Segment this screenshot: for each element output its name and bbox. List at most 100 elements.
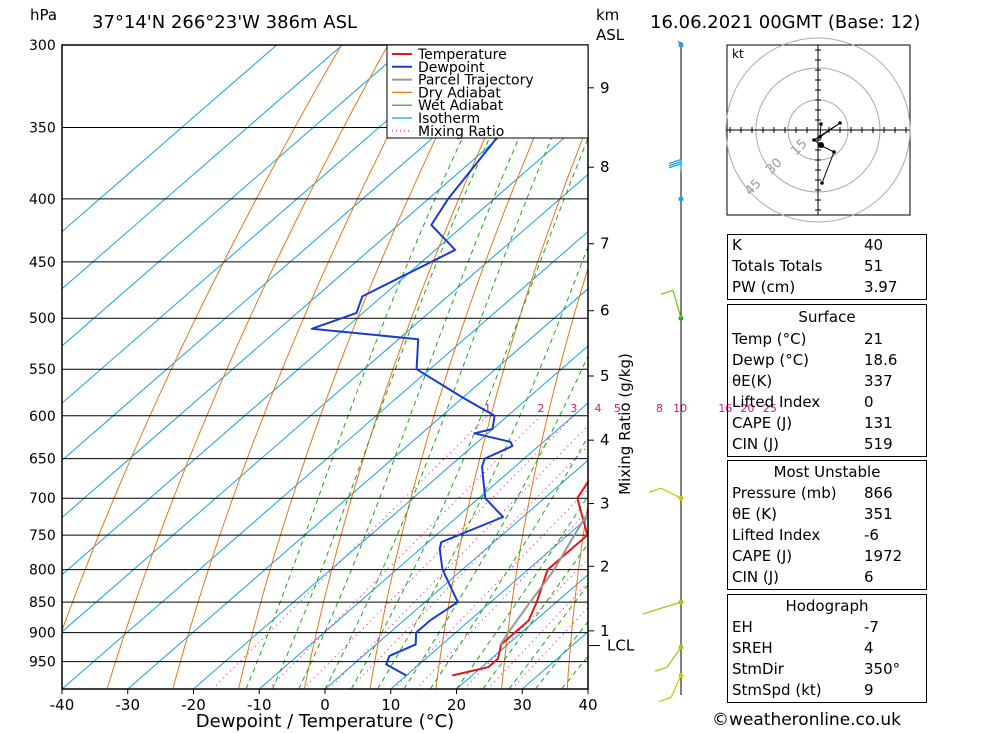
pressure-tick-label: 450 [29, 255, 56, 271]
wind-barb-feather [668, 158, 682, 165]
indices-box: K 40 Totals Totals 51 PW (cm) 3.97 [727, 234, 927, 300]
parcel-trajectory-series-line [499, 510, 588, 647]
table-row: Dewp (°C) 18.6 [728, 350, 926, 371]
row-value: 519 [864, 435, 893, 453]
row-label: StmSpd (kt) [732, 681, 822, 699]
copyright-link[interactable]: ©weatheronline.co.uk [712, 710, 902, 730]
table-row: Lifted Index -6 [728, 525, 926, 546]
most-unstable-title: Most Unstable [773, 463, 881, 481]
row-label: StmDir [732, 660, 784, 678]
row-value: 0 [864, 393, 874, 411]
row-label: CAPE (J) [732, 547, 793, 565]
wet-adiabat-line [245, 45, 508, 689]
surface-title: Surface [798, 308, 856, 326]
row-value: 350° [864, 660, 901, 678]
table-row: Totals Totals 51 [728, 256, 926, 277]
x-tick-label: -20 [181, 696, 206, 714]
isotherm-line [62, 116, 588, 576]
table-row: CAPE (J) 1972 [728, 546, 926, 567]
dry-adiabat-line [106, 45, 389, 689]
row-label: Temp (°C) [732, 330, 807, 348]
table-row: CIN (J) 6 [728, 567, 926, 588]
hodograph-point [820, 181, 824, 185]
row-label: SREH [732, 639, 773, 657]
pressure-tick-label: 500 [29, 311, 56, 327]
wind-level-dot [678, 196, 684, 202]
lcl-label: LCL [607, 637, 635, 655]
mixing-ratio-line [511, 606, 588, 689]
row-label: θE(K) [732, 372, 773, 390]
table-row: Lifted Index 0 [728, 392, 926, 413]
table-row: θE (K) 351 [728, 504, 926, 525]
row-label: Totals Totals [732, 257, 823, 275]
axis-ticks: 3003504004505005506006507007508008509009… [29, 38, 635, 714]
wind-barb [654, 601, 682, 611]
row-label: Pressure (mb) [732, 484, 837, 502]
isotherm-line [127, 288, 588, 689]
km-tick-label: 9 [600, 79, 610, 97]
pressure-tick-label: 400 [29, 192, 56, 208]
table-row: EH -7 [728, 617, 926, 638]
hodograph-point [819, 122, 823, 126]
table-row: Pressure (mb) 866 [728, 483, 926, 504]
mixing-ratio-label: 16 [718, 402, 732, 415]
pressure-tick-label: 350 [29, 120, 56, 136]
km-tick-label: 6 [600, 302, 610, 320]
pressure-tick-label: 950 [29, 655, 56, 671]
row-value: -7 [864, 618, 879, 636]
pressure-tick-label: 750 [29, 528, 56, 544]
legend-label: Dewpoint [418, 60, 485, 76]
row-value: 18.6 [864, 351, 898, 369]
table-row: CAPE (J) 131 [728, 413, 926, 434]
pressure-tick-label: 850 [29, 595, 56, 611]
wet-adiabat-line [403, 354, 588, 689]
run-title: 16.06.2021 00GMT (Base: 12) [650, 12, 920, 33]
km-tick-label: 8 [600, 158, 610, 176]
wind-barb-feather [658, 696, 672, 703]
mixing-ratio-line [487, 582, 588, 689]
surface-box: Surface Temp (°C) 21 Dewp (°C) 18.6 θE(K) 337… [727, 304, 927, 457]
mixing-ratio-line [328, 425, 588, 689]
legend-label: Isotherm [418, 111, 480, 127]
dry-adiabat-line [369, 45, 575, 689]
km-tick-label: 1 [600, 622, 610, 640]
row-value: 131 [864, 414, 893, 432]
pressure-tick-label: 650 [29, 452, 56, 468]
hodograph-point [812, 138, 816, 142]
row-value: 9 [864, 681, 874, 699]
isotherm-line [62, 59, 588, 519]
row-label: Dewp (°C) [732, 351, 810, 369]
table-row: SREH 4 [728, 638, 926, 659]
wind-barb-feather [642, 609, 656, 615]
mixing-ratio-axis-title: Mixing Ratio (g/kg) [616, 353, 634, 495]
x-tick-label: -40 [50, 696, 75, 714]
km-tick-label: 3 [600, 495, 610, 513]
wet-adiabat-line [298, 45, 562, 689]
isotherm-line [258, 402, 588, 689]
row-label: K [732, 236, 742, 254]
mixing-ratio-line [303, 415, 575, 689]
row-label: Lifted Index [732, 526, 821, 544]
pressure-tick-label: 900 [29, 626, 56, 642]
mixing-ratio-label: 10 [673, 402, 687, 415]
dry-adiabat-line [566, 501, 588, 689]
km-tick-label: 4 [600, 431, 610, 449]
mixing-ratio-labels: 1 2 3 4 5 8 10 16 20 25 [484, 402, 777, 415]
isotherm-line [62, 45, 409, 347]
mixing-ratio-label: 4 [595, 402, 602, 415]
row-label: EH [732, 618, 753, 636]
pressure-tick-label: 300 [29, 38, 56, 54]
temperature-series-line [452, 479, 588, 677]
row-label: θE (K) [732, 505, 777, 523]
mixing-ratio-label: 2 [537, 402, 544, 415]
x-tick-label: 30 [513, 696, 532, 714]
x-tick-label: -10 [247, 696, 272, 714]
wind-barb-feather [668, 163, 682, 169]
location-title: 37°14'N 266°23'W 386m ASL [92, 12, 357, 33]
isotherm-line [62, 45, 475, 404]
legend-label: Mixing Ratio [418, 124, 504, 140]
x-tick-label: 10 [381, 696, 400, 714]
dry-adiabat-line [172, 45, 435, 689]
x-tick-label: 0 [320, 696, 330, 714]
